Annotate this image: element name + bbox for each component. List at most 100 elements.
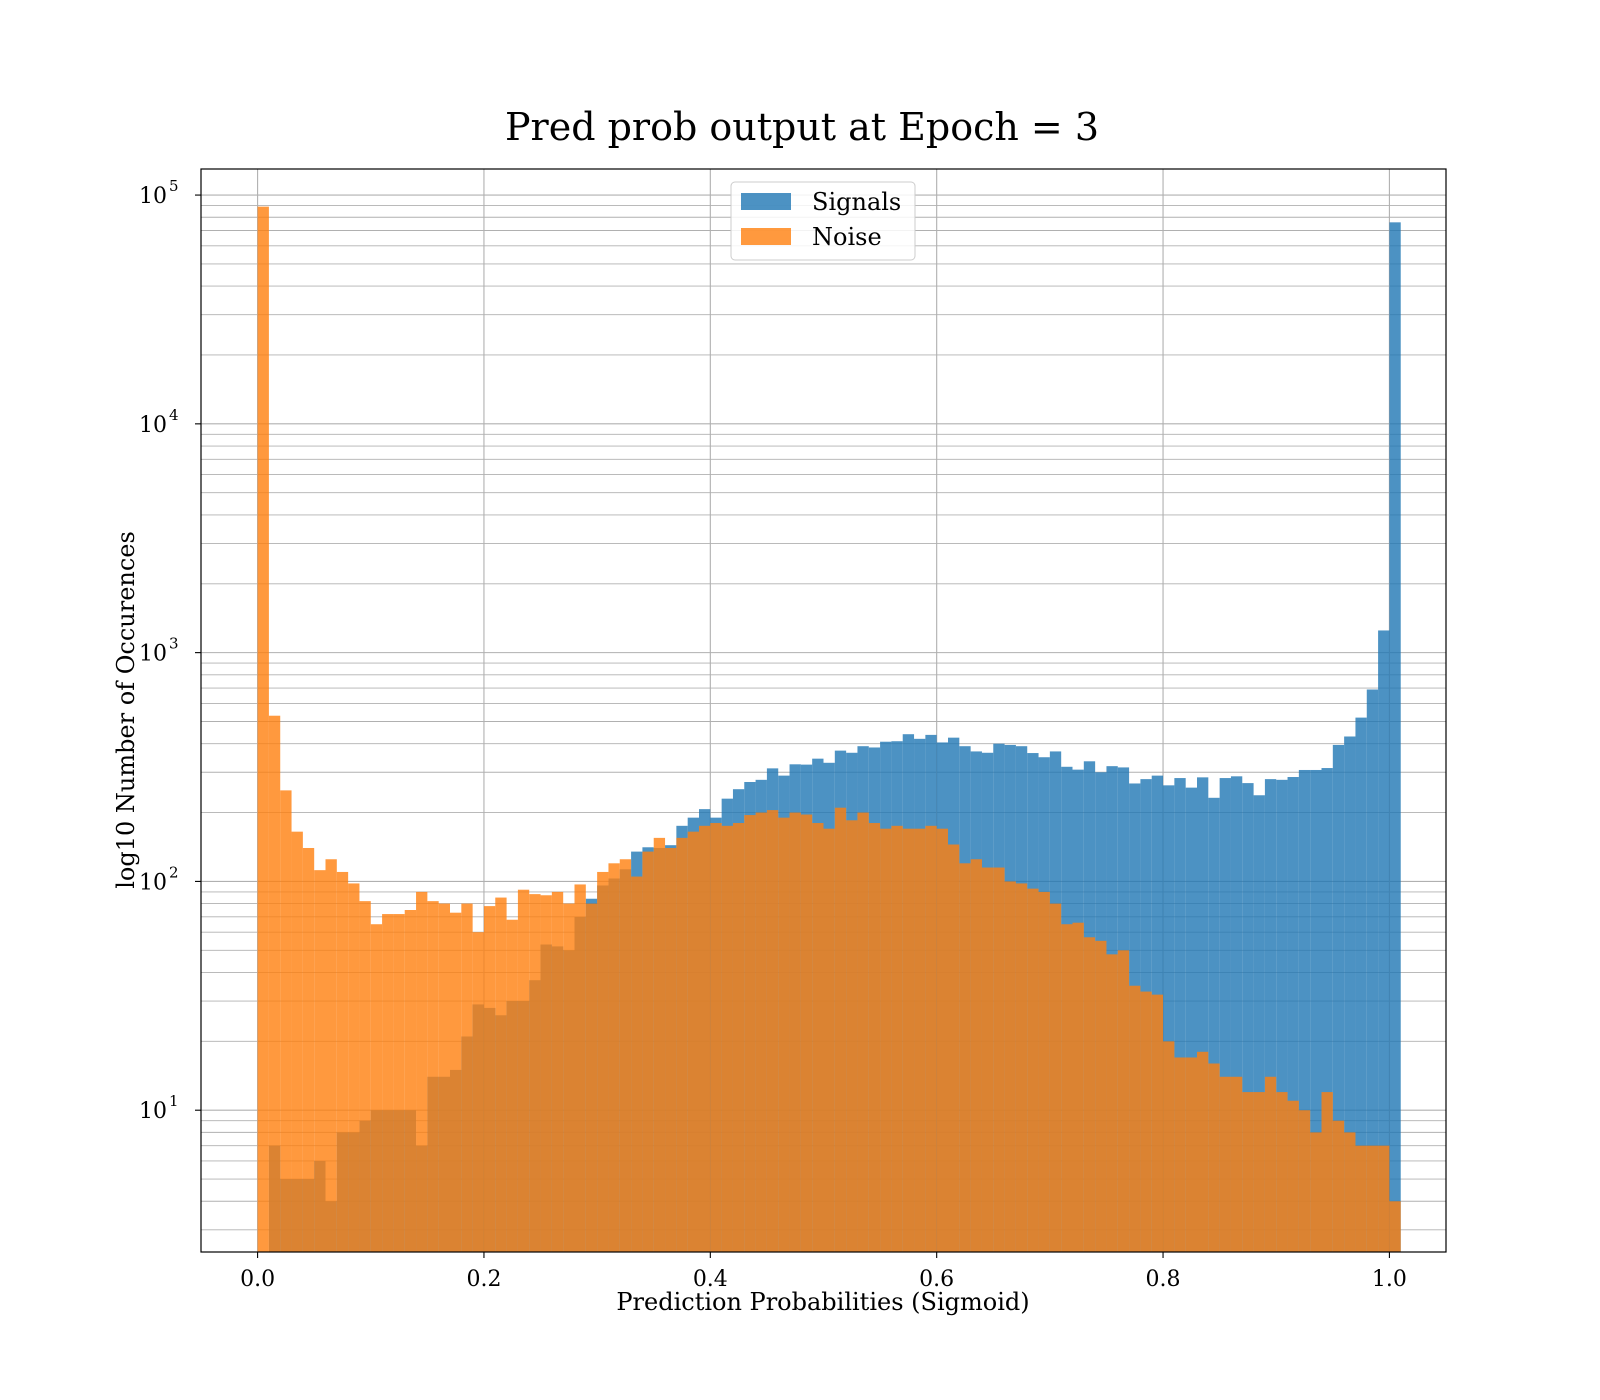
noise-bar <box>619 859 632 1252</box>
noise-bar <box>608 863 620 1252</box>
noise-bar <box>823 828 835 1252</box>
noise-bar <box>1366 1145 1379 1252</box>
noise-bar <box>302 847 315 1252</box>
noise-bar <box>744 815 756 1252</box>
noise-bar <box>461 903 473 1252</box>
noise-bar <box>1083 937 1096 1252</box>
signals-bar <box>1310 769 1322 1252</box>
noise-bar <box>1095 940 1107 1252</box>
y-tick-exponent: 1 <box>169 1092 179 1110</box>
noise-bar <box>336 871 349 1252</box>
noise-bar <box>891 825 903 1252</box>
noise-bar <box>1253 1092 1265 1252</box>
noise-bar <box>755 812 767 1252</box>
legend: Signals Noise <box>730 181 916 261</box>
signals-bar <box>1185 787 1197 1252</box>
noise-bar <box>993 867 1005 1252</box>
noise-bar <box>280 790 292 1252</box>
noise-bar <box>699 825 711 1252</box>
noise-bar <box>1389 1201 1401 1252</box>
noise-bar <box>382 914 394 1252</box>
noise-bar <box>1219 1076 1231 1252</box>
legend-swatch-signals <box>741 193 791 210</box>
signals-bar <box>1219 778 1231 1252</box>
y-axis-label: log10 Number of Occurences <box>112 531 140 889</box>
legend-label-signals: Signals <box>812 188 901 216</box>
noise-bar <box>1378 1145 1390 1252</box>
noise-bar <box>970 859 982 1252</box>
noise-bar <box>721 825 733 1252</box>
noise-bar <box>1230 1076 1243 1252</box>
x-tick-label: 1.0 <box>1372 1267 1407 1292</box>
x-tick-label: 0.4 <box>693 1267 728 1292</box>
noise-bar <box>472 932 484 1252</box>
noise-bar <box>1242 1092 1254 1252</box>
x-tick-label: 0.6 <box>919 1267 954 1292</box>
plot-area <box>200 168 1447 1253</box>
signals-bar <box>1298 769 1311 1252</box>
noise-bar <box>631 876 643 1252</box>
noise-bar <box>1140 991 1152 1252</box>
x-axis-label: Prediction Probabilities (Sigmoid) <box>616 1288 1029 1316</box>
noise-bar <box>936 828 948 1252</box>
signals-bar <box>1389 222 1401 1252</box>
noise-bar <box>1004 881 1016 1252</box>
noise-bar <box>529 894 541 1252</box>
noise-bar <box>902 828 915 1252</box>
noise-bar <box>880 828 892 1252</box>
noise-bar <box>370 924 383 1252</box>
noise-bar <box>1163 1041 1175 1252</box>
signals-bar <box>1174 778 1186 1252</box>
signals-bar <box>1253 795 1265 1252</box>
x-tick-label: 0.0 <box>240 1267 275 1292</box>
noise-bar <box>1038 891 1050 1252</box>
signals-bar <box>1355 717 1367 1252</box>
noise-bar <box>551 891 564 1252</box>
noise-bar <box>1185 1057 1197 1252</box>
y-tick-label: 10 <box>139 413 167 438</box>
noise-bar <box>314 870 326 1252</box>
noise-bar <box>1355 1145 1367 1252</box>
y-tick-exponent: 5 <box>169 177 179 195</box>
y-tick-exponent: 3 <box>169 635 179 653</box>
signals-bar <box>1197 777 1209 1252</box>
noise-bar <box>925 825 937 1252</box>
noise-bar <box>1321 1092 1333 1252</box>
signals-bar <box>1378 630 1390 1252</box>
noise-bar <box>427 901 439 1252</box>
signals-bar <box>1230 776 1243 1252</box>
signals-bar <box>1287 777 1299 1252</box>
noise-bar <box>1072 922 1084 1252</box>
noise-bar <box>857 812 869 1252</box>
noise-bar <box>450 912 462 1252</box>
chart-title: Pred prob output at Epoch = 3 <box>505 105 1099 149</box>
signals-bar <box>1208 797 1220 1252</box>
noise-bar <box>710 823 722 1252</box>
noise-bar <box>687 831 699 1252</box>
noise-bar <box>959 863 971 1252</box>
signals-bar <box>1242 783 1254 1252</box>
y-tick-exponent: 4 <box>169 406 179 424</box>
noise-bar <box>868 823 881 1252</box>
noise-bar <box>540 895 552 1252</box>
noise-bar <box>1027 888 1039 1252</box>
noise-bar <box>359 901 371 1252</box>
signals-bar <box>1332 744 1345 1252</box>
noise-bar <box>291 831 303 1252</box>
noise-bar <box>642 851 654 1252</box>
noise-bar <box>766 810 779 1252</box>
noise-bar <box>1129 985 1141 1252</box>
noise-bar <box>268 715 281 1252</box>
x-tick-label: 0.2 <box>466 1267 501 1292</box>
noise-bar <box>257 206 269 1252</box>
noise-bar <box>574 884 586 1252</box>
noise-bar <box>1344 1132 1356 1252</box>
noise-bar <box>1298 1110 1311 1252</box>
y-tick-label: 10 <box>139 1099 167 1124</box>
noise-bar <box>800 814 813 1252</box>
x-axis-ticks: 0.0 0.2 0.4 0.6 0.8 1.0 <box>240 1252 1407 1292</box>
noise-bar <box>1061 924 1073 1252</box>
signals-bar <box>1321 768 1333 1252</box>
noise-bar <box>665 847 677 1252</box>
